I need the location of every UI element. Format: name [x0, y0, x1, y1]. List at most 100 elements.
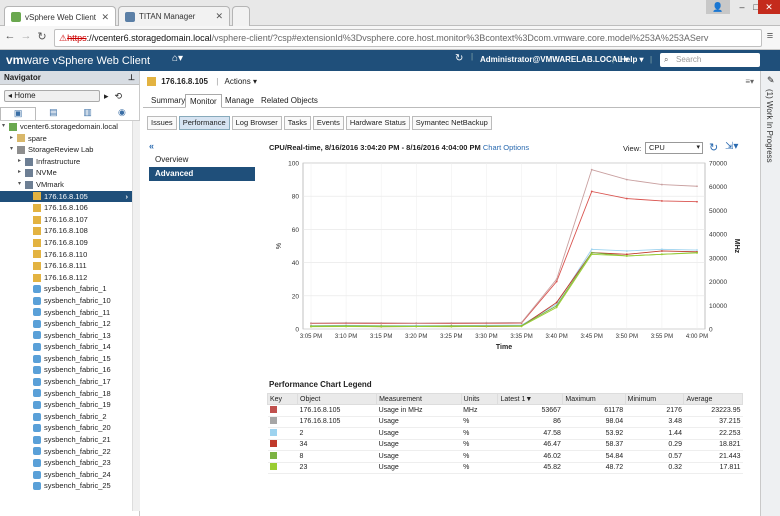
new-tab-button[interactable] — [232, 6, 250, 26]
legend-column-header[interactable]: Units — [460, 393, 499, 405]
refresh-icon[interactable]: ↻ — [455, 53, 464, 64]
tree-item[interactable]: ▸ Infrastructure — [0, 156, 132, 168]
tree-item[interactable]: sysbench_fabric_16 — [0, 364, 132, 376]
subtab-events[interactable]: Events — [312, 116, 344, 130]
expand-toggle-icon[interactable]: ▾ — [18, 180, 22, 187]
vms-templates-icon[interactable]: ▤ — [49, 107, 58, 117]
subtab-log-browser[interactable]: Log Browser — [231, 116, 282, 130]
navigator-scrollbar[interactable] — [132, 121, 140, 511]
legend-column-header[interactable]: Latest 1▼ — [497, 393, 564, 405]
menu-advanced[interactable]: Advanced — [149, 167, 255, 181]
user-menu[interactable]: Administrator@VMWARELAB.LOCAL ▾ — [480, 55, 629, 64]
expand-toggle-icon[interactable]: ▾ — [2, 123, 6, 129]
tree-item[interactable]: sysbench_fabric_12 — [0, 318, 132, 330]
tree-item[interactable]: sysbench_fabric_11 — [0, 307, 132, 319]
legend-column-header[interactable]: Minimum — [624, 393, 685, 405]
tree-item[interactable]: sysbench_fabric_22 — [0, 446, 132, 458]
url-input[interactable]: ⚠https://vcenter6.storagedomain.local/vs… — [54, 29, 762, 47]
tree-item[interactable]: sysbench_fabric_10 — [0, 295, 132, 307]
tree-item[interactable]: sysbench_fabric_17 — [0, 376, 132, 388]
forward-icon[interactable]: ▸ — [104, 90, 109, 101]
subtab-symantec-netbackup[interactable]: Symantec NetBackup — [411, 116, 492, 130]
subtab-hardware-status[interactable]: Hardware Status — [345, 116, 410, 130]
tab-related-objects[interactable]: Related Objects — [261, 96, 318, 105]
tree-item[interactable]: sysbench_fabric_19 — [0, 399, 132, 411]
expand-toggle-icon[interactable]: ▸ — [10, 134, 14, 141]
tree-item[interactable]: 176.16.8.105 › — [0, 190, 132, 203]
tree-item[interactable]: 176.16.8.106 — [0, 202, 132, 214]
tree-item[interactable]: 176.16.8.107 — [0, 214, 132, 226]
networking-icon[interactable]: ◉ — [117, 107, 126, 117]
tree-item[interactable]: sysbench_fabric_25 — [0, 480, 132, 492]
tree-item[interactable]: sysbench_fabric_21 — [0, 434, 132, 446]
legend-column-header[interactable]: Measurement — [376, 393, 462, 405]
view-select[interactable]: CPU ▾ — [645, 142, 703, 154]
close-icon[interactable]: ✕ — [101, 11, 109, 22]
menu-icon[interactable]: ≡ — [766, 30, 774, 42]
tree-item[interactable]: ▾ VMmark — [0, 179, 132, 191]
tree-item[interactable]: ▸ spare — [0, 133, 132, 145]
minimize-icon[interactable]: – — [739, 2, 745, 12]
legend-column-header[interactable]: Object — [297, 393, 378, 405]
chart-options-link[interactable]: Chart Options — [482, 143, 530, 152]
legend-column-header[interactable]: Maximum — [562, 393, 626, 405]
tree-item[interactable]: 176.16.8.110 — [0, 249, 132, 261]
user-icon[interactable]: 👤 — [706, 0, 730, 14]
history-icon[interactable]: ⟲ — [114, 90, 123, 101]
actions-menu[interactable]: Actions ▾ — [224, 77, 257, 86]
maximize-icon[interactable]: □ — [753, 2, 759, 12]
tree-item[interactable]: 176.16.8.109 — [0, 237, 132, 249]
tree-item[interactable]: sysbench_fabric_18 — [0, 388, 132, 400]
tree-item[interactable]: sysbench_fabric_15 — [0, 353, 132, 365]
browser-tab-titan[interactable]: TITAN Manager ✕ — [118, 6, 230, 26]
legend-row[interactable]: 34 Usage% 46.47 58.37 0.29 18.821 — [267, 439, 743, 451]
subtab-performance[interactable]: Performance — [178, 116, 230, 130]
legend-row[interactable]: 2 Usage% 47.58 53.92 1.44 22.253 — [267, 427, 743, 440]
subtab-tasks[interactable]: Tasks — [283, 116, 311, 130]
hosts-clusters-icon[interactable]: ▣ — [0, 107, 37, 120]
search-input[interactable]: ⌕ Search — [660, 53, 760, 67]
subtab-issues[interactable]: Issues — [147, 116, 177, 130]
tree-item[interactable]: sysbench_fabric_20 — [0, 422, 132, 434]
collapse-icon[interactable]: « — [149, 141, 155, 151]
storage-icon[interactable]: ▥ — [83, 107, 92, 117]
legend-row[interactable]: 8 Usage% 46.02 54.84 0.57 21.443 — [267, 450, 743, 463]
expand-toggle-icon[interactable]: ▸ — [18, 157, 22, 164]
back-icon[interactable]: ← — [4, 30, 16, 42]
pin-icon[interactable]: ⊥ — [128, 73, 135, 82]
reload-icon[interactable]: ↻ — [37, 31, 47, 43]
tree-item[interactable]: sysbench_fabric_2 — [0, 411, 132, 423]
tree-item[interactable]: sysbench_fabric_23 — [0, 457, 132, 469]
tree-item[interactable]: 176.16.8.111 — [0, 260, 132, 272]
export-icon[interactable]: ⇲▾ — [725, 141, 739, 152]
expand-toggle-icon[interactable]: ▸ — [18, 169, 22, 176]
menu-overview[interactable]: Overview — [155, 155, 189, 164]
window-close-icon[interactable]: ✕ — [758, 0, 780, 14]
tree-item[interactable]: ▾ StorageReview Lab — [0, 144, 132, 156]
options-icon[interactable]: ≡▾ — [745, 77, 754, 86]
forward-icon[interactable]: → — [20, 30, 32, 42]
legend-row[interactable]: 23 Usage% 45.82 48.72 0.32 17.811 — [267, 462, 743, 474]
pin-icon[interactable]: ✎ — [767, 75, 775, 85]
tree-item[interactable]: sysbench_fabric_1 — [0, 283, 132, 295]
expand-toggle-icon[interactable]: ▾ — [10, 146, 14, 153]
home-icon[interactable]: ⌂▾ — [172, 53, 184, 64]
legend-row[interactable]: 176.16.8.105 Usage in MHz MHz 53667 61178 217… — [267, 404, 743, 417]
help-menu[interactable]: Help ▾ — [620, 55, 644, 64]
home-button[interactable]: ◂ Home — [4, 90, 100, 102]
tree-item[interactable]: sysbench_fabric_14 — [0, 341, 132, 353]
tree-item[interactable]: sysbench_fabric_24 — [0, 469, 132, 481]
legend-column-header[interactable]: Average — [683, 393, 743, 405]
tree-item[interactable]: 176.16.8.108 — [0, 225, 132, 237]
tree-item[interactable]: sysbench_fabric_13 — [0, 330, 132, 342]
browser-tab-vsphere[interactable]: vSphere Web Client ✕ — [4, 6, 116, 27]
refresh-icon[interactable]: ↻ — [709, 142, 719, 154]
tree-item[interactable]: ▾ vcenter6.storagedomain.local — [0, 121, 132, 133]
tree-item[interactable]: ▸ NVMe — [0, 167, 132, 179]
work-in-progress-panel[interactable]: (1) Work In Progress — [765, 89, 774, 163]
tab-manage[interactable]: Manage — [225, 96, 254, 105]
close-icon[interactable]: ✕ — [215, 11, 223, 21]
tree-item[interactable]: 176.16.8.112 — [0, 272, 132, 284]
tab-summary[interactable]: Summary — [151, 96, 186, 105]
legend-row[interactable]: 176.16.8.105 Usage% 86 98.04 3.48 37.215 — [267, 416, 743, 428]
